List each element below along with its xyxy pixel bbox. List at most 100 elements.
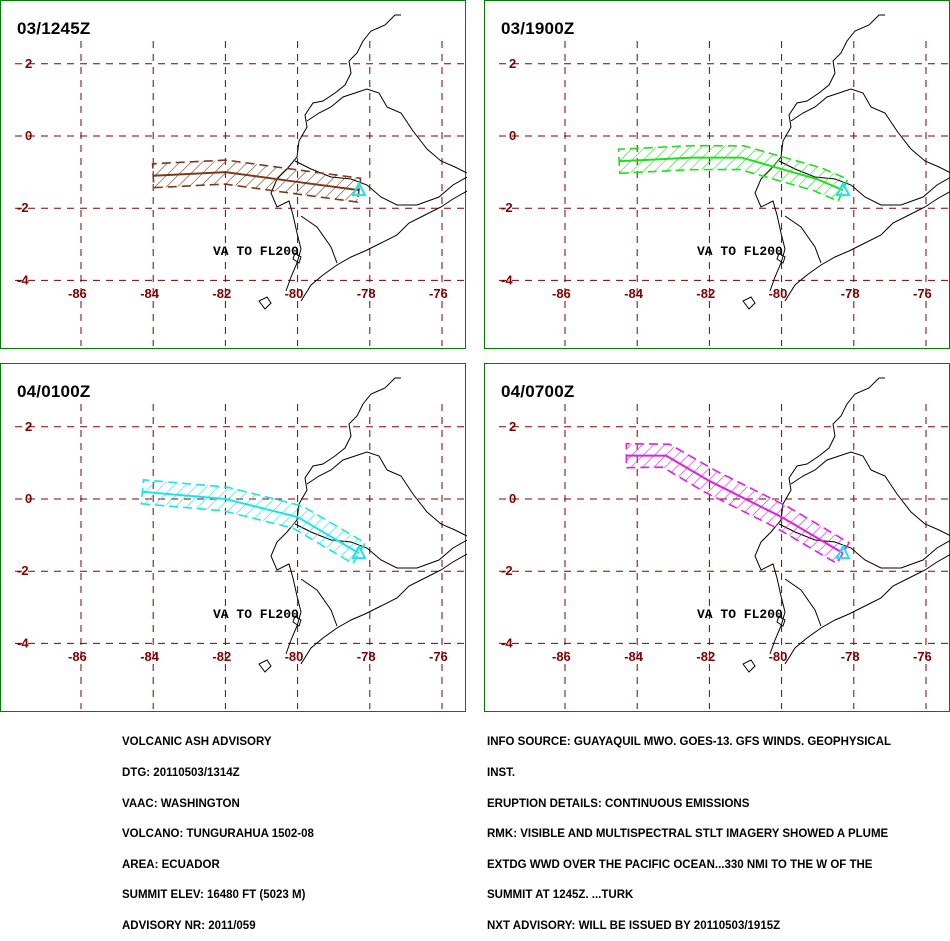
ash-plume-area	[151, 159, 362, 203]
coastline	[270, 14, 401, 292]
latitude-tick-label: -4	[501, 272, 513, 287]
coastline	[754, 377, 885, 655]
longitude-tick-label: -76	[913, 286, 932, 301]
ash-height-label-4: VA TO FL200	[697, 607, 783, 622]
map-panel-2: -86 -84 -82 -80 -78 -76 2 0 -2 -4 03/1900Z VA TO …	[484, 0, 950, 349]
longitude-tick-label: -86	[68, 649, 87, 664]
longitude-tick-label: -76	[913, 649, 932, 664]
advisory-line: ERUPTION DETAILS: CONTINUOUS EMISSIONS	[487, 797, 750, 810]
latitude-tick-label: -4	[501, 635, 513, 650]
coastline	[300, 578, 338, 627]
ash-height-label-1: VA TO FL200	[213, 244, 299, 259]
advisory-line: INFO SOURCE: GUAYAQUIL MWO. GOES-13. GFS…	[487, 736, 892, 749]
longitude-tick-label: -80	[769, 286, 788, 301]
island	[292, 615, 302, 627]
ash-plume-axis	[142, 490, 360, 555]
island	[742, 296, 756, 310]
volcano-triangle-icon	[835, 543, 851, 560]
coastline	[300, 215, 338, 264]
latitude-tick-label: -2	[501, 200, 513, 215]
coastline	[790, 451, 872, 485]
panel-time-4: 04/0700Z	[501, 382, 575, 401]
map-panel-3: -86 -84 -82 -80 -78 -76 2 0 -2 -4 04/0100Z VA TO …	[0, 363, 467, 712]
latitude-tick-label: 2	[25, 56, 32, 71]
coastline	[784, 215, 822, 264]
latitude-tick-label: 2	[509, 419, 516, 434]
advisory-line: SUMMIT AT 1245Z. ...TURK	[487, 889, 634, 902]
longitude-tick-label: -82	[696, 286, 715, 301]
island	[776, 252, 786, 264]
advisory-line: NXT ADVISORY: WILL BE ISSUED BY 20110503…	[487, 920, 781, 933]
longitude-tick-label: -78	[841, 649, 860, 664]
advisory-header-block: VOLCANIC ASH ADVISORY DTG: 20110503/1314…	[122, 717, 314, 941]
coastline	[306, 451, 388, 485]
ash-height-label-2: VA TO FL200	[697, 244, 783, 259]
longitude-tick-label: -84	[140, 649, 160, 664]
coastline	[870, 106, 950, 174]
longitude-tick-label: -86	[552, 286, 571, 301]
advisory-line: RMK: VISIBLE AND MULTISPECTRAL STLT IMAG…	[487, 828, 889, 841]
advisory-details-block: INFO SOURCE: GUAYAQUIL MWO. GOES-13. GFS…	[487, 717, 891, 941]
coastline	[270, 377, 401, 655]
map-canvas-3: -86 -84 -82 -80 -78 -76 2 0 -2 -4	[15, 377, 467, 709]
island	[258, 296, 272, 310]
advisory-line: DTG: 20110503/1314Z	[122, 767, 240, 780]
ash-plume-area	[625, 442, 851, 565]
latitude-tick-label: 0	[25, 491, 32, 506]
longitude-tick-label: -80	[285, 286, 304, 301]
latitude-tick-label: 0	[509, 491, 516, 506]
advisory-line: VOLCANIC ASH ADVISORY	[122, 736, 272, 749]
advisory-line: AREA: ECUADOR	[122, 858, 220, 871]
island	[776, 615, 786, 627]
latitude-tick-label: -2	[501, 563, 513, 578]
ash-plume-axis	[619, 156, 844, 192]
longitude-tick-label: -76	[429, 649, 448, 664]
coastline	[790, 88, 872, 122]
longitude-tick-label: -82	[212, 649, 231, 664]
volcano-triangle-icon	[835, 180, 851, 197]
coastline	[300, 553, 467, 665]
coastline	[784, 553, 950, 665]
coastline	[754, 14, 885, 292]
advisory-line: INST.	[487, 767, 516, 780]
latitude-tick-label: 0	[509, 128, 516, 143]
coastline	[386, 469, 467, 537]
advisory-line: VAAC: WASHINGTON	[122, 797, 240, 810]
volcano-triangle-icon	[351, 543, 367, 560]
map-panel-1: -86 -84 -82 -80 -78 -76 2 0 -2 -4 03/1245Z VA TO …	[0, 0, 467, 349]
longitude-tick-label: -82	[212, 286, 231, 301]
map-canvas-4: -86 -84 -82 -80 -78 -76 2 0 -2 -4	[499, 377, 950, 709]
advisory-line: EXTDG WWD OVER THE PACIFIC OCEAN...330 N…	[487, 858, 873, 871]
longitude-tick-label: -80	[769, 649, 788, 664]
panel-time-3: 04/0100Z	[17, 382, 91, 401]
coastline	[306, 88, 388, 122]
ash-plume-area	[617, 144, 849, 203]
latitude-tick-label: 2	[25, 419, 32, 434]
ash-plume-axis	[153, 171, 360, 192]
panel-time-2: 03/1900Z	[501, 19, 575, 38]
longitude-tick-label: -80	[285, 649, 304, 664]
volcano-triangle-icon	[351, 180, 367, 197]
island	[742, 659, 756, 673]
coastline	[386, 106, 467, 174]
advisory-line: VOLCANO: TUNGURAHUA 1502-08	[122, 828, 314, 841]
map-panel-4: -86 -84 -82 -80 -78 -76 2 0 -2 -4 04/0700Z VA TO …	[484, 363, 950, 712]
latitude-tick-label: -2	[17, 563, 29, 578]
ash-height-label-3: VA TO FL200	[213, 607, 299, 622]
longitude-tick-label: -78	[357, 286, 376, 301]
longitude-tick-label: -78	[841, 286, 860, 301]
latitude-tick-label: -4	[17, 635, 29, 650]
coastline	[300, 190, 467, 302]
latitude-tick-label: 2	[509, 56, 516, 71]
coastline	[870, 469, 950, 537]
latitude-tick-label: -4	[17, 272, 29, 287]
map-canvas-1: -86 -84 -82 -80 -78 -76 2 0 -2 -4	[15, 14, 467, 346]
advisory-line: SUMMIT ELEV: 16480 FT (5023 M)	[122, 889, 306, 902]
longitude-tick-label: -76	[429, 286, 448, 301]
island	[292, 252, 302, 264]
longitude-tick-label: -84	[624, 649, 644, 664]
island	[258, 659, 272, 673]
coastline	[784, 578, 822, 627]
map-canvas-2: -86 -84 -82 -80 -78 -76 2 0 -2 -4	[499, 14, 950, 346]
ash-plume-axis	[626, 454, 844, 555]
